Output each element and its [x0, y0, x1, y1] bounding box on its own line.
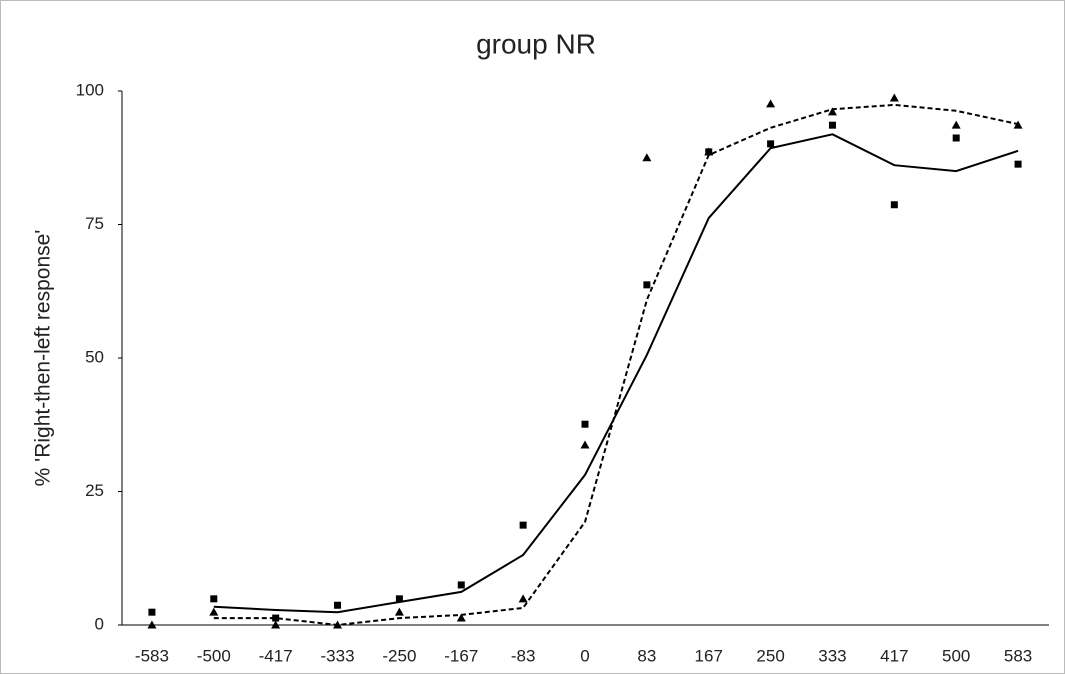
square-marker — [457, 581, 465, 589]
square-marker — [395, 595, 403, 603]
x-tick-label: 333 — [818, 646, 846, 665]
square-marker — [210, 595, 218, 603]
triangle-marker — [456, 613, 466, 622]
x-tick-label: 583 — [1004, 646, 1032, 665]
square-marker — [272, 614, 280, 622]
triangle-marker — [951, 120, 961, 129]
triangle-marker — [580, 440, 590, 449]
x-tick-label: -500 — [197, 646, 231, 665]
x-tick-label: -417 — [259, 646, 293, 665]
x-tick-label: -333 — [321, 646, 355, 665]
triangle-marker — [1013, 120, 1023, 129]
square-marker — [828, 121, 836, 129]
dashed-line — [213, 103, 1019, 627]
y-tick-label: 75 — [85, 214, 104, 233]
chart-title: group NR — [476, 28, 596, 59]
triangle-marker — [889, 93, 899, 102]
square-marker — [643, 281, 651, 289]
x-tick-label: 83 — [637, 646, 656, 665]
triangle-marker — [271, 620, 281, 629]
triangle-marker — [518, 594, 528, 603]
square-marker — [334, 601, 342, 609]
triangle-marker — [704, 147, 714, 156]
y-axis-title: % 'Right-then-left response' — [32, 230, 55, 487]
triangle-marker — [827, 107, 837, 116]
x-tick-label: -583 — [135, 646, 169, 665]
triangle-marker — [209, 607, 219, 616]
triangle-marker — [147, 620, 157, 629]
square-marker — [148, 608, 156, 616]
x-tick-label: 417 — [880, 646, 908, 665]
triangle-marker — [642, 153, 652, 162]
square-marker — [767, 140, 775, 148]
y-tick-label: 25 — [85, 481, 104, 500]
square-marker — [1014, 160, 1022, 168]
square-marker — [581, 420, 589, 428]
triangle-marker — [394, 607, 404, 616]
x-tick-label: -250 — [382, 646, 416, 665]
x-tick-label: 500 — [942, 646, 970, 665]
square-marker — [952, 134, 960, 142]
solid-line — [213, 133, 1019, 614]
square-marker — [519, 521, 527, 529]
x-tick-label: 167 — [695, 646, 723, 665]
x-tick-label: -83 — [511, 646, 536, 665]
y-tick-label: 100 — [76, 80, 104, 99]
x-tick-label: -167 — [444, 646, 478, 665]
y-tick-label: 50 — [85, 347, 104, 366]
triangle-marker — [766, 99, 776, 108]
x-tick-label: 0 — [580, 646, 589, 665]
x-tick-label: 250 — [756, 646, 784, 665]
y-tick-label: 0 — [95, 614, 104, 633]
square-marker — [890, 201, 898, 209]
